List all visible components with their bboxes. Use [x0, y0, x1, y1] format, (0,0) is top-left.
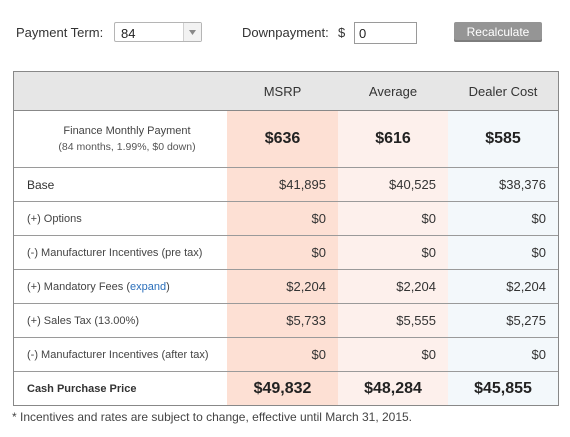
table-row: Base $41,895 $40,525 $38,376 — [14, 168, 558, 202]
row-label: (+) Mandatory Fees (expand) — [27, 280, 170, 293]
row-msrp: $41,895 — [227, 168, 338, 201]
cash-msrp: $49,832 — [227, 372, 338, 405]
table-row: (-) Manufacturer Incentives (pre tax) $0… — [14, 236, 558, 270]
cash-average: $48,284 — [338, 372, 448, 405]
row-average: $0 — [338, 338, 448, 371]
row-dealer-cost: $0 — [448, 338, 558, 371]
mandatory-fees-label: (+) Mandatory Fees — [27, 280, 124, 293]
finance-msrp: $636 — [227, 111, 338, 167]
row-average: $40,525 — [338, 168, 448, 201]
finance-terms: (84 months, 1.99%, $0 down) — [58, 141, 196, 153]
cash-label: Cash Purchase Price — [27, 382, 137, 395]
footnote: * Incentives and rates are subject to ch… — [12, 410, 413, 424]
row-msrp: $2,204 — [227, 270, 338, 303]
table-row: (-) Manufacturer Incentives (after tax) … — [14, 338, 558, 372]
row-average: $0 — [338, 202, 448, 235]
row-label: (-) Manufacturer Incentives (pre tax) — [27, 246, 203, 259]
expand-link[interactable]: expand — [130, 280, 167, 293]
row-average: $2,204 — [338, 270, 448, 303]
row-average: $5,555 — [338, 304, 448, 337]
row-label: (+) Options — [27, 212, 82, 225]
table-row: (+) Options $0 $0 $0 — [14, 202, 558, 236]
chevron-down-icon[interactable] — [183, 23, 201, 41]
recalculate-button[interactable]: Recalculate — [454, 22, 542, 42]
controls-bar: Payment Term: 84 Downpayment: $ Recalcul… — [16, 22, 556, 44]
downpayment-input[interactable] — [354, 22, 417, 44]
table-row: (+) Mandatory Fees (expand) $2,204 $2,20… — [14, 270, 558, 304]
row-label: (+) Sales Tax (13.00%) — [27, 314, 139, 327]
table-header: MSRP Average Dealer Cost — [14, 72, 558, 111]
row-msrp: $0 — [227, 236, 338, 269]
table-row-finance: Finance Monthly Payment (84 months, 1.99… — [14, 111, 558, 168]
row-label: (-) Manufacturer Incentives (after tax) — [27, 348, 209, 361]
row-dealer-cost: $5,275 — [448, 304, 558, 337]
finance-dealer-cost: $585 — [448, 111, 558, 167]
finance-average: $616 — [338, 111, 448, 167]
payment-term-select[interactable]: 84 — [114, 22, 202, 42]
finance-title: Finance Monthly Payment — [63, 125, 191, 137]
table-row-cash: Cash Purchase Price $49,832 $48,284 $45,… — [14, 372, 558, 405]
downpayment-label: Downpayment: — [242, 25, 329, 40]
table-row: (+) Sales Tax (13.00%) $5,733 $5,555 $5,… — [14, 304, 558, 338]
currency-symbol: $ — [338, 25, 346, 40]
row-dealer-cost: $0 — [448, 236, 558, 269]
header-average: Average — [368, 83, 418, 99]
pricing-table: MSRP Average Dealer Cost Finance Monthly… — [13, 71, 559, 406]
cash-dealer-cost: $45,855 — [448, 372, 558, 405]
row-average: $0 — [338, 236, 448, 269]
header-msrp: MSRP — [263, 83, 302, 99]
row-dealer-cost: $2,204 — [448, 270, 558, 303]
payment-term-label: Payment Term: — [16, 25, 104, 40]
row-dealer-cost: $0 — [448, 202, 558, 235]
row-label: Base — [27, 177, 55, 192]
finance-label: Finance Monthly Payment (84 months, 1.99… — [14, 111, 227, 167]
row-msrp: $5,733 — [227, 304, 338, 337]
payment-term-value: 84 — [121, 26, 136, 41]
header-dealer-cost: Dealer Cost — [468, 83, 538, 99]
row-msrp: $0 — [227, 338, 338, 371]
row-msrp: $0 — [227, 202, 338, 235]
row-dealer-cost: $38,376 — [448, 168, 558, 201]
